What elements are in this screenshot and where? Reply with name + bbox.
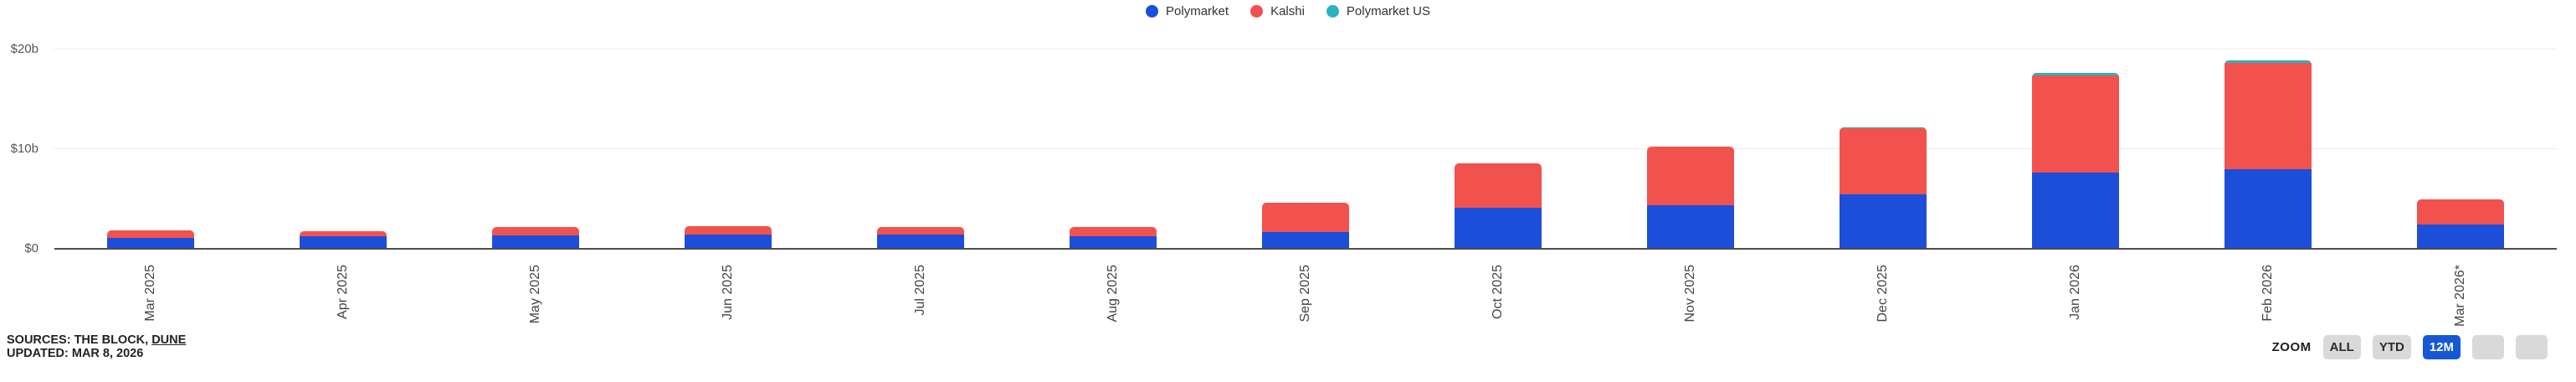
bar-segment-kalshi (1262, 203, 1349, 233)
sources-note: SOURCES: THE BLOCK, DUNE UPDATED: MAR 8,… (7, 333, 186, 360)
sources-line: SOURCES: THE BLOCK, DUNE (7, 333, 187, 347)
gridline (54, 147, 2557, 149)
legend-label: Kalshi (1270, 3, 1305, 18)
legend-label: Polymarket US (1346, 3, 1430, 18)
bar-segment-polymarket (2224, 169, 2312, 249)
bar-segment-polymarket-us (1840, 126, 1927, 128)
bar-segment-polymarket (300, 235, 387, 249)
x-tick-label: Jun 2025 (721, 265, 735, 320)
plot-area: $0 $10b $20b (10, 41, 2557, 256)
legend-label: Polymarket (1166, 3, 1229, 18)
zoom-button-ytd[interactable]: YTD (2372, 335, 2411, 359)
legend-item-polymarket[interactable]: Polymarket (1146, 4, 1229, 18)
y-tick-label: $20b (10, 41, 38, 56)
bar-mar-2026- (2417, 199, 2504, 249)
bar-segment-polymarket (1840, 194, 1927, 249)
bar-nov-2025 (1647, 147, 1734, 249)
bar-aug-2025 (1070, 226, 1157, 249)
bar-segment-polymarket-us (2224, 59, 2312, 64)
x-tick-label: Mar 2025 (143, 265, 157, 322)
x-tick-label: Sep 2025 (1298, 265, 1312, 323)
bar-segment-polymarket (685, 234, 772, 249)
bar-segment-polymarket (107, 237, 194, 249)
x-tick-label: Mar 2026* (2453, 265, 2467, 327)
bar-segment-kalshi (300, 230, 387, 236)
bar-segment-kalshi (107, 230, 194, 238)
bar-segment-polymarket-us (2032, 72, 2119, 76)
bar-segment-kalshi (1840, 127, 1927, 195)
zoom-controls: ZOOM ALL YTD 12M (2272, 335, 2548, 359)
x-tick-label: Oct 2025 (1491, 265, 1505, 319)
bar-segment-polymarket (1647, 205, 1734, 249)
bar-segment-polymarket (492, 235, 579, 249)
zoom-button-12m[interactable]: 12M (2422, 335, 2461, 359)
kalshi-dot-icon (1250, 4, 1264, 18)
bar-jul-2025 (877, 227, 964, 249)
x-tick-label: Nov 2025 (1683, 265, 1697, 323)
bar-jan-2026 (2032, 72, 2119, 249)
zoom-controls-label: ZOOM (2271, 340, 2312, 354)
x-tick-label: Aug 2025 (1106, 265, 1120, 323)
bar-oct-2025 (1455, 163, 1542, 249)
dune-link[interactable]: DUNE (151, 333, 187, 347)
zoom-button-blank-3[interactable] (2472, 335, 2504, 359)
y-tick-label: $0 (24, 241, 38, 256)
bar-segment-kalshi (877, 227, 964, 235)
updated-line: UPDATED: MAR 8, 2026 (7, 347, 144, 360)
bar-segment-polymarket (1262, 232, 1349, 249)
bar-segment-polymarket (1455, 208, 1542, 249)
polymarket-us-dot-icon (1326, 4, 1339, 18)
bar-segment-kalshi (1070, 226, 1157, 236)
bar-segment-kalshi (2224, 63, 2312, 170)
bar-segment-polymarket (1070, 235, 1157, 249)
bar-segment-polymarket (2417, 224, 2504, 249)
bar-dec-2025 (1840, 126, 1927, 249)
bar-segment-kalshi (2032, 75, 2119, 173)
bar-segment-kalshi (1647, 147, 1734, 206)
x-tick-label: Feb 2026 (2260, 265, 2275, 322)
legend: Polymarket Kalshi Polymarket US (0, 2, 2576, 20)
bar-jun-2025 (685, 225, 772, 249)
bar-feb-2026 (2224, 59, 2312, 249)
x-tick-label: Apr 2025 (336, 265, 350, 319)
legend-item-polymarket-us[interactable]: Polymarket US (1326, 4, 1430, 18)
zoom-button-blank-4[interactable] (2516, 335, 2548, 359)
x-tick-label: Jul 2025 (913, 265, 927, 316)
y-tick-label: $10b (10, 141, 38, 156)
x-tick-label: Dec 2025 (1876, 265, 1890, 323)
bar-sep-2025 (1262, 203, 1349, 249)
bar-segment-kalshi (492, 227, 579, 235)
bar-may-2025 (492, 227, 579, 249)
legend-item-kalshi[interactable]: Kalshi (1250, 4, 1305, 18)
bar-segment-kalshi (685, 225, 772, 235)
bar-apr-2025 (300, 230, 387, 249)
x-axis-line (54, 248, 2557, 250)
polymarket-dot-icon (1146, 4, 1159, 18)
x-tick-label: May 2025 (528, 265, 542, 324)
zoom-button-all[interactable]: ALL (2322, 335, 2361, 359)
bar-segment-polymarket (2032, 172, 2119, 249)
bar-segment-polymarket (877, 234, 964, 249)
x-tick-label: Jan 2026 (2068, 265, 2082, 320)
bar-mar-2025 (107, 230, 194, 249)
bar-segment-kalshi (2417, 199, 2504, 225)
bar-segment-kalshi (1455, 163, 1542, 209)
